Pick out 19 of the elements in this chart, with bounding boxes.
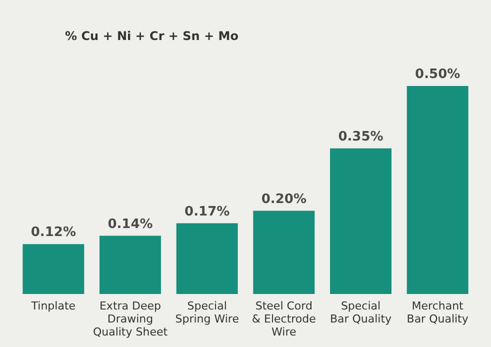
x-tick-label: Tinplate [30,300,76,312]
bar [22,244,84,294]
bar [330,148,392,294]
bar [100,236,161,294]
data-label: 0.14% [108,216,153,232]
data-label: 0.35% [338,129,384,144]
data-label: 0.50% [415,67,460,82]
chart-title: % Cu + Ni + Cr + Sn + Mo [65,29,238,43]
data-label: 0.17% [184,204,230,220]
bar [253,210,315,294]
x-tick-label: Special Spring Wire [175,300,240,326]
data-label: 0.20% [261,192,306,207]
bar [406,86,468,294]
bar [176,223,238,294]
data-label: 0.12% [30,225,76,240]
x-tick-label: Extra Deep Drawing Quality Sheet [92,300,168,338]
x-tick-label: Merchant Bar Quality [406,300,469,326]
x-tick-label: Steel Cord & Electrode Wire [252,300,316,338]
x-tick-label: Special Bar Quality [330,300,392,326]
